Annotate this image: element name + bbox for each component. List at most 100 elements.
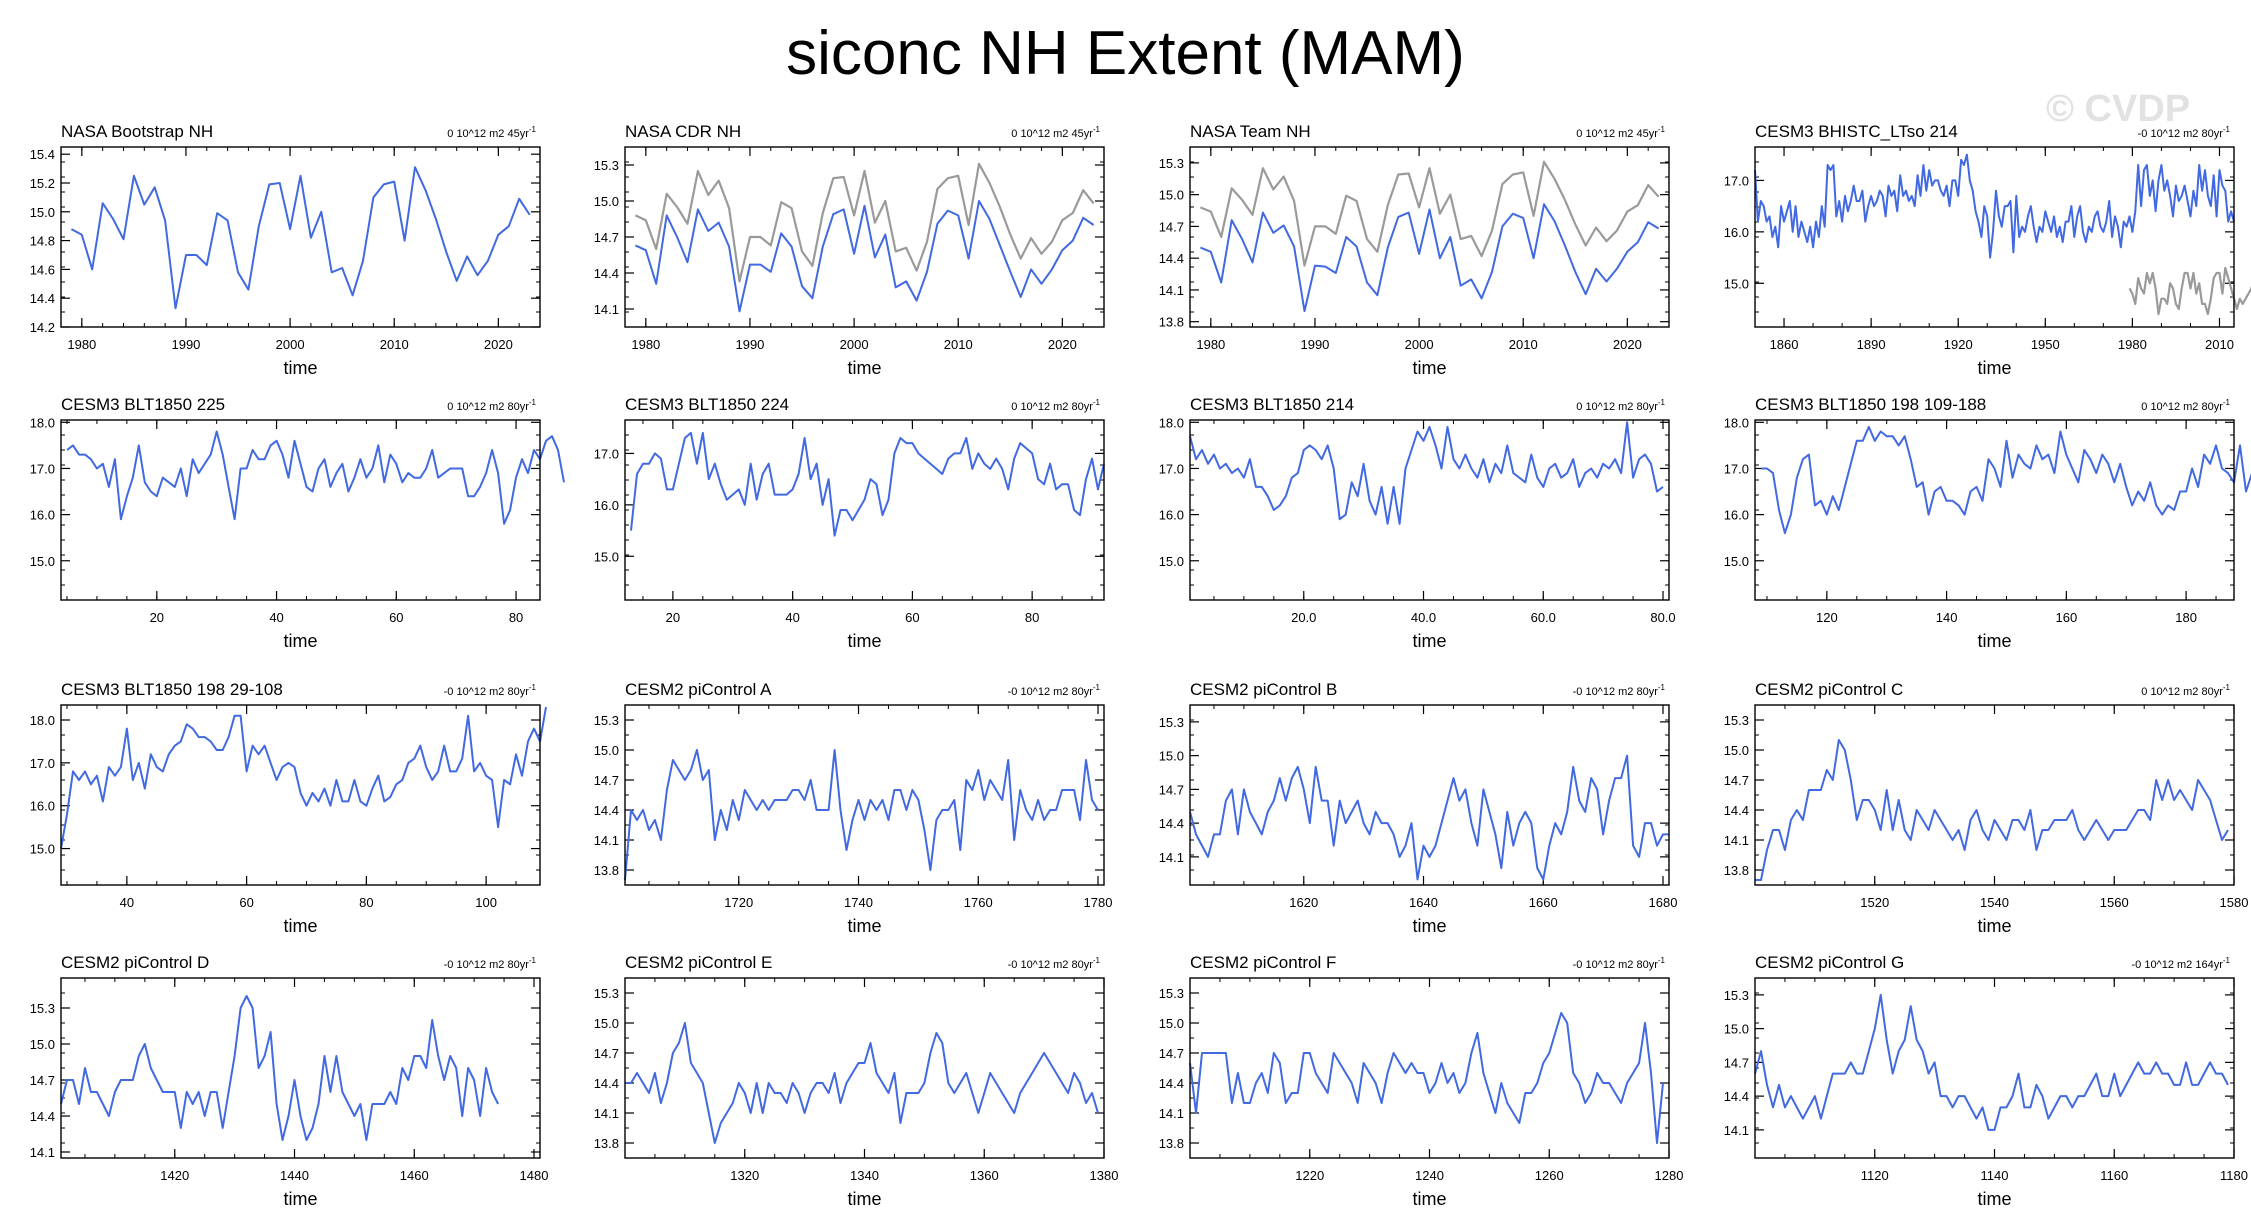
obs-series-line xyxy=(2128,266,2251,316)
x-tick-label: 1720 xyxy=(724,895,753,910)
x-tick-label: 2000 xyxy=(840,337,869,352)
panel-stat: -0 10^12 m2 80yr-1 xyxy=(444,683,537,698)
main-title: siconc NH Extent (MAM) xyxy=(786,19,1465,88)
x-tick-label: 40.0 xyxy=(1411,610,1436,625)
x-axis-label: time xyxy=(1977,631,2011,651)
model-series-line xyxy=(1761,425,2251,535)
obs-series-line xyxy=(1199,160,1660,267)
y-tick-label: 17.0 xyxy=(30,756,55,771)
panel-title: CESM2 piControl E xyxy=(625,953,772,972)
x-axis-label: time xyxy=(283,916,317,936)
x-tick-label: 100 xyxy=(475,895,497,910)
y-tick-label: 16.0 xyxy=(1159,508,1184,523)
panel-frame xyxy=(624,977,1105,1159)
y-tick-label: 14.4 xyxy=(30,291,55,306)
model-series-line xyxy=(625,1022,1099,1144)
y-tick-label: 15.0 xyxy=(1724,554,1749,569)
model-series-line xyxy=(630,431,1105,537)
panel-stat: 0 10^12 m2 80yr-1 xyxy=(447,398,536,413)
y-tick-label: 18.0 xyxy=(30,713,55,728)
x-tick-label: 2010 xyxy=(380,337,409,352)
panel-frame xyxy=(1189,977,1670,1159)
panel-title: CESM3 BLT1850 224 xyxy=(625,395,789,414)
x-tick-label: 20.0 xyxy=(1291,610,1316,625)
x-tick-label: 1440 xyxy=(280,1168,309,1183)
model-series-line xyxy=(1200,203,1660,313)
x-tick-label: 1990 xyxy=(1300,337,1329,352)
x-tick-label: 1580 xyxy=(2220,895,2249,910)
y-tick-label: 14.7 xyxy=(1724,1055,1749,1070)
panel-16: CESM2 piControl G -0 10^12 m2 164yr-1 14.1… xyxy=(1724,953,2248,1209)
x-tick-label: 40 xyxy=(120,895,134,910)
panel-2: NASA CDR NH 0 10^12 m2 45yr-1 14.1 14.4 14.7… xyxy=(594,122,1105,378)
model-series-line xyxy=(70,166,531,310)
panel-14: CESM2 piControl E -0 10^12 m2 80yr-1 13.8 1… xyxy=(594,953,1119,1209)
panel-5: CESM3 BLT1850 225 0 10^12 m2 80yr-1 15.0 16… xyxy=(30,395,565,651)
y-tick-label: 14.4 xyxy=(594,803,619,818)
y-tick-label: 16.0 xyxy=(1724,508,1749,523)
x-tick-label: 1980 xyxy=(2118,337,2147,352)
x-tick-label: 60 xyxy=(389,610,403,625)
panel-title: CESM2 piControl A xyxy=(625,680,772,699)
x-axis-label: time xyxy=(1412,916,1446,936)
x-tick-label: 1980 xyxy=(67,337,96,352)
y-tick-label: 14.1 xyxy=(594,833,619,848)
y-tick-label: 18.0 xyxy=(1159,415,1184,430)
x-axis-label: time xyxy=(1412,631,1446,651)
panel-stat: 0 10^12 m2 80yr-1 xyxy=(2141,683,2230,698)
model-series-line xyxy=(624,749,1099,881)
panel-frame xyxy=(624,704,1105,886)
panel-title: NASA Team NH xyxy=(1190,122,1311,141)
x-tick-label: 60 xyxy=(239,895,253,910)
x-axis-label: time xyxy=(283,358,317,378)
x-tick-label: 2010 xyxy=(2205,337,2234,352)
y-tick-label: 14.1 xyxy=(594,1106,619,1121)
y-tick-label: 15.0 xyxy=(30,205,55,220)
panel-frame xyxy=(1189,704,1670,886)
x-tick-label: 2000 xyxy=(276,337,305,352)
y-tick-label: 14.4 xyxy=(1724,1089,1749,1104)
y-tick-label: 17.0 xyxy=(1159,461,1184,476)
y-tick-label: 15.0 xyxy=(30,1037,55,1052)
y-tick-label: 15.3 xyxy=(594,713,619,728)
y-tick-label: 16.0 xyxy=(1724,225,1749,240)
y-tick-label: 13.8 xyxy=(594,1136,619,1151)
minor-ticks xyxy=(624,977,1105,1159)
x-tick-label: 1760 xyxy=(964,895,993,910)
panel-13: CESM2 piControl D -0 10^12 m2 80yr-1 14.1 1… xyxy=(30,953,549,1209)
panel-stat: -0 10^12 m2 80yr-1 xyxy=(1008,956,1101,971)
y-tick-label: 15.0 xyxy=(30,554,55,569)
panel-frame xyxy=(1754,419,2235,601)
x-axis-label: time xyxy=(847,1189,881,1209)
model-series-line xyxy=(60,995,499,1141)
panel-title: CESM2 piControl B xyxy=(1190,680,1337,699)
panel-frame xyxy=(1754,146,2235,328)
minor-ticks xyxy=(1754,977,2235,1159)
x-tick-label: 1890 xyxy=(1857,337,1886,352)
x-tick-label: 1950 xyxy=(2031,337,2060,352)
x-tick-label: 120 xyxy=(1816,610,1838,625)
x-tick-label: 2020 xyxy=(1613,337,1642,352)
panel-stat: 0 10^12 m2 80yr-1 xyxy=(1576,398,1665,413)
y-tick-label: 15.4 xyxy=(30,147,55,162)
x-tick-label: 2000 xyxy=(1405,337,1434,352)
y-tick-label: 15.3 xyxy=(1159,156,1184,171)
x-tick-label: 1160 xyxy=(2100,1168,2128,1183)
panel-stat: -0 10^12 m2 80yr-1 xyxy=(1573,956,1666,971)
x-tick-label: 2010 xyxy=(944,337,973,352)
y-tick-label: 17.0 xyxy=(594,446,619,461)
panel-15: CESM2 piControl F -0 10^12 m2 80yr-1 13.8 1… xyxy=(1159,953,1684,1209)
panel-title: NASA Bootstrap NH xyxy=(61,122,213,141)
x-tick-label: 1380 xyxy=(1090,1168,1119,1183)
y-tick-label: 15.3 xyxy=(30,1001,55,1016)
y-tick-label: 15.3 xyxy=(1724,713,1749,728)
panel-title: CESM2 piControl F xyxy=(1190,953,1336,972)
minor-ticks xyxy=(61,419,540,601)
panel-title: CESM3 BLT1850 198 29-108 xyxy=(61,680,283,699)
x-axis-label: time xyxy=(1977,358,2011,378)
y-tick-label: 14.1 xyxy=(594,302,619,317)
x-tick-label: 40 xyxy=(269,610,283,625)
minor-ticks xyxy=(60,146,541,328)
x-tick-label: 1520 xyxy=(1860,895,1889,910)
